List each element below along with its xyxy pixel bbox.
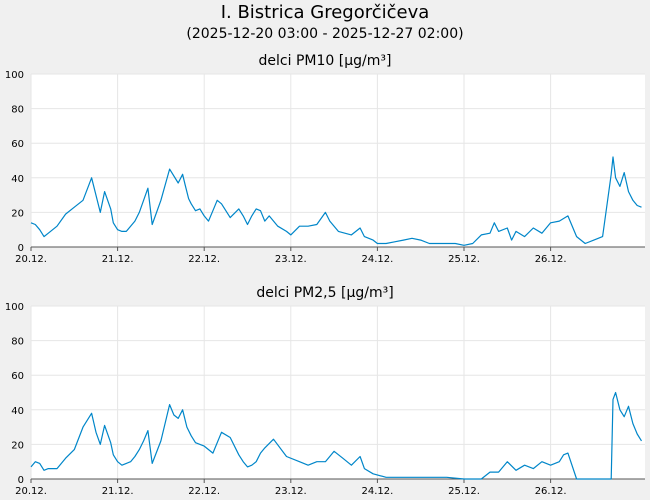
pm10-y-tick-label: 20 <box>11 208 24 219</box>
pm25-x-tick-label: 21.12. <box>102 486 134 497</box>
pm10-series-line <box>30 156 642 246</box>
pm25-y-tick-label: 40 <box>11 406 24 417</box>
pm25-y-tick-label: 20 <box>11 440 24 451</box>
pm10-x-tick-label: 26.12. <box>535 254 567 263</box>
pm25-y-tick-label: 100 <box>5 302 24 313</box>
pm25-x-tick-label: 22.12. <box>188 486 220 497</box>
pm25-plot-area <box>31 306 645 479</box>
pm25-x-tick-label: 24.12. <box>361 486 393 497</box>
pm10-y-tick-label: 40 <box>11 174 24 185</box>
pm25-title: delci PM2,5 [µg/m³] <box>256 285 393 301</box>
chart-pm10: delci PM10 [µg/m³] 0 20 40 60 80 100 20.12. 21.1… <box>5 53 645 263</box>
pm10-x-tick-label: 20.12. <box>15 254 47 263</box>
chart-pm25: delci PM2,5 [µg/m³] 0 20 40 60 80 100 20.12. 21.… <box>5 285 645 497</box>
pm10-x-tick-label: 22.12. <box>188 254 220 263</box>
pm25-y-tick-label: 80 <box>11 337 24 348</box>
pm25-series-line <box>30 391 643 480</box>
pm10-plot-area <box>31 74 645 247</box>
pm25-y-tick-label: 60 <box>11 371 24 382</box>
pm10-x-tick-label: 23.12. <box>275 254 307 263</box>
pm25-x-tick-label: 25.12. <box>448 486 480 497</box>
pm10-x-tick-label: 24.12. <box>361 254 393 263</box>
pm10-y-tick-label: 60 <box>11 139 24 150</box>
pm10-x-tick-label: 25.12. <box>448 254 480 263</box>
page-title: I. Bistrica Gregorčičeva <box>220 2 430 23</box>
pm25-x-tick-label: 26.12. <box>535 486 567 497</box>
page-subtitle: (2025-12-20 03:00 - 2025-12-27 02:00) <box>186 26 464 42</box>
pm10-y-tick-label: 0 <box>18 243 24 254</box>
pm25-y-tick-label: 0 <box>18 475 24 486</box>
pm10-title: delci PM10 [µg/m³] <box>259 53 392 69</box>
pm10-x-tick-label: 21.12. <box>102 254 134 263</box>
pm10-y-tick-label: 80 <box>11 105 24 116</box>
pm25-x-tick-label: 20.12. <box>15 486 47 497</box>
pm25-x-tick-label: 23.12. <box>275 486 307 497</box>
pm10-y-tick-label: 100 <box>5 70 24 81</box>
